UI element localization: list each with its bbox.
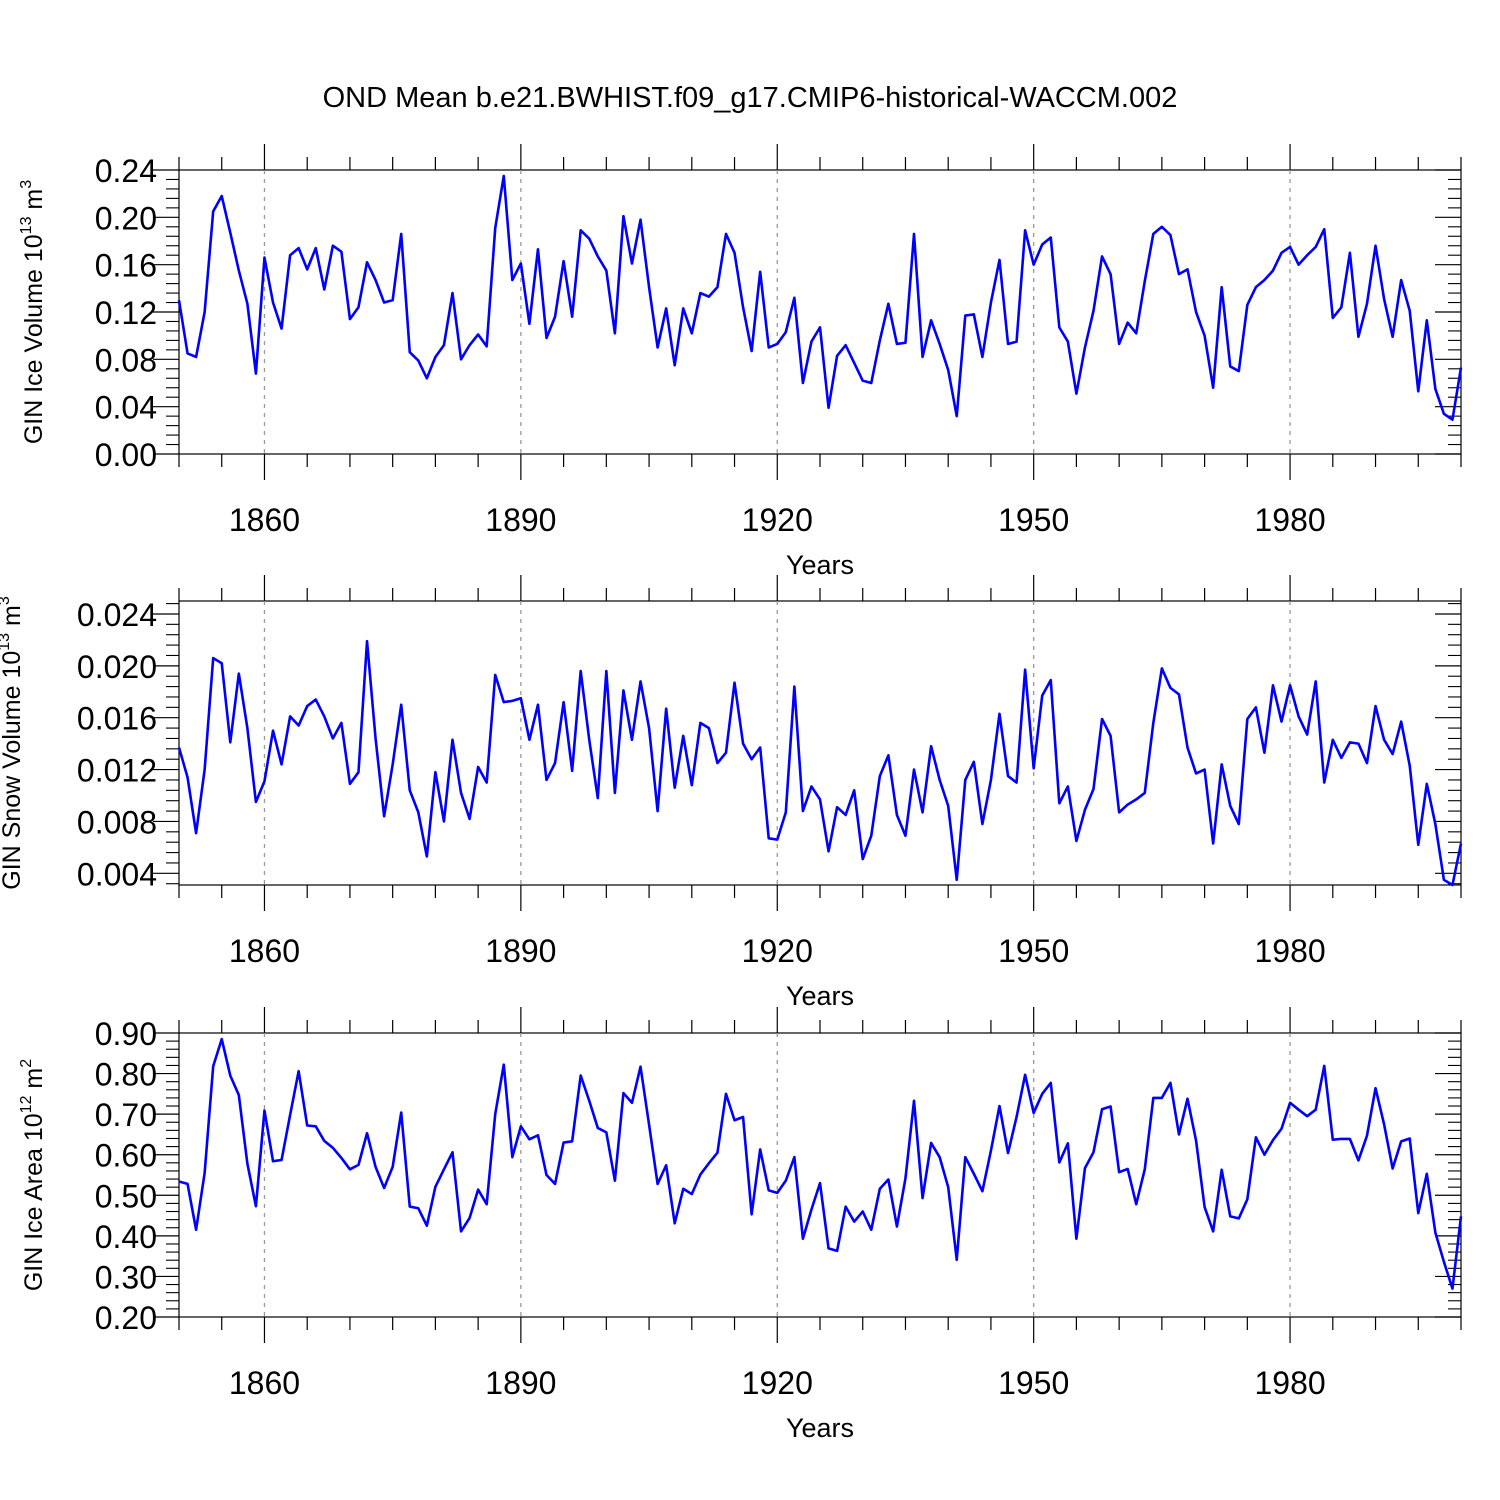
y-tick-label: 0.020: [77, 649, 157, 685]
x-tick-label: 1890: [485, 933, 556, 969]
x-tick-label: 1860: [229, 933, 300, 969]
y-label-unit: m: [20, 189, 48, 217]
y-tick-label: 0.004: [77, 856, 157, 892]
x-axis-label: Years: [786, 550, 854, 580]
y-tick-labels: 0.00 0.04 0.08 0.12 0.16 0.20 0.24: [95, 153, 157, 473]
x-tick-label: 1950: [998, 933, 1069, 969]
y-tick-label: 0.40: [95, 1219, 157, 1255]
major-ticks: [153, 144, 1461, 480]
x-tick-label: 1890: [485, 502, 556, 538]
x-gridlines: [263, 1033, 1291, 1317]
y-label-unit-exponent: 3: [0, 596, 13, 605]
y-tick-labels: 0.004 0.008 0.012 0.016 0.020 0.024: [77, 597, 157, 892]
x-tick-label: 1950: [998, 1365, 1069, 1401]
y-axis-label: GIN Ice Area 1012 m2: [18, 1059, 48, 1291]
y-tick-label: 0.20: [95, 1300, 157, 1336]
x-axis-label: Years: [786, 981, 854, 1011]
x-tick-labels: 1860 1890 1920 1950 1980: [229, 933, 1326, 969]
y-tick-label: 0.30: [95, 1259, 157, 1295]
y-tick-label: 0.16: [95, 248, 157, 284]
plot-frame: [178, 600, 1462, 886]
y-tick-label: 0.80: [95, 1057, 157, 1093]
y-label-text: GIN Snow Volume 10: [0, 651, 26, 890]
y-tick-label: 0.70: [95, 1097, 157, 1133]
x-tick-labels: 1860 1890 1920 1950 1980: [229, 502, 1326, 538]
major-ticks: [153, 575, 1461, 911]
y-tick-label: 0.008: [77, 804, 157, 840]
y-tick-label: 0.00: [95, 437, 157, 473]
y-label-unit-exponent: 2: [18, 1059, 35, 1068]
x-gridlines: [263, 170, 1291, 454]
y-tick-labels: 0.20 0.30 0.40 0.50 0.60 0.70 0.80 0.90: [95, 1016, 157, 1336]
x-tick-label: 1920: [742, 1365, 813, 1401]
plot-frame: [178, 1032, 1462, 1318]
figure-title: OND Mean b.e21.BWHIST.f09_g17.CMIP6-hist…: [323, 82, 1178, 114]
panel-ice-volume: 0.00 0.04 0.08 0.12 0.16 0.20 0.24 1860 1890 192…: [18, 144, 1463, 580]
series-line-ice-volume: [177, 174, 1463, 421]
y-tick-label: 0.20: [95, 200, 157, 236]
y-label-unit: m: [20, 1068, 48, 1096]
x-tick-label: 1980: [1254, 1365, 1325, 1401]
y-label-text: GIN Ice Area 10: [20, 1113, 48, 1291]
y-tick-label: 0.60: [95, 1138, 157, 1174]
y-tick-label: 0.012: [77, 753, 157, 789]
series-line-snow-volume: [177, 639, 1463, 887]
y-tick-label: 0.90: [95, 1016, 157, 1052]
x-tick-label: 1950: [998, 502, 1069, 538]
y-label-exponent: 13: [18, 216, 35, 234]
y-tick-label: 0.04: [95, 390, 157, 426]
x-tick-label: 1980: [1254, 502, 1325, 538]
x-tick-labels: 1860 1890 1920 1950 1980: [229, 1365, 1326, 1401]
y-tick-label: 0.016: [77, 701, 157, 737]
minor-ticks: [166, 157, 1462, 467]
y-label-unit-exponent: 3: [18, 180, 35, 189]
x-tick-label: 1860: [229, 1365, 300, 1401]
y-tick-label: 0.024: [77, 597, 157, 633]
panel-ice-area: 0.20 0.30 0.40 0.50 0.60 0.70 0.80 0.90 1860 189…: [18, 1007, 1463, 1443]
x-tick-label: 1980: [1254, 933, 1325, 969]
x-tick-label: 1920: [742, 502, 813, 538]
minor-ticks: [166, 588, 1462, 898]
plot-frame: [178, 169, 1462, 455]
y-axis-label: GIN Ice Volume 1013 m3: [18, 180, 48, 444]
y-tick-label: 0.08: [95, 342, 157, 378]
x-axis-label: Years: [786, 1413, 854, 1443]
series-line-ice-area: [178, 1037, 1463, 1290]
y-label-text: GIN Ice Volume 10: [20, 234, 48, 444]
major-ticks: [153, 1007, 1461, 1343]
y-tick-label: 0.50: [95, 1178, 157, 1214]
x-gridlines: [263, 601, 1291, 885]
x-tick-label: 1890: [485, 1365, 556, 1401]
y-label-exponent: 13: [0, 633, 13, 651]
x-tick-label: 1860: [229, 502, 300, 538]
y-axis-label: GIN Snow Volume 1013 m3: [0, 596, 26, 890]
y-label-exponent: 12: [18, 1095, 35, 1113]
y-label-unit: m: [0, 605, 26, 633]
y-tick-label: 0.24: [95, 153, 157, 189]
minor-ticks: [166, 1020, 1462, 1330]
x-tick-label: 1920: [742, 933, 813, 969]
y-tick-label: 0.12: [95, 295, 157, 331]
